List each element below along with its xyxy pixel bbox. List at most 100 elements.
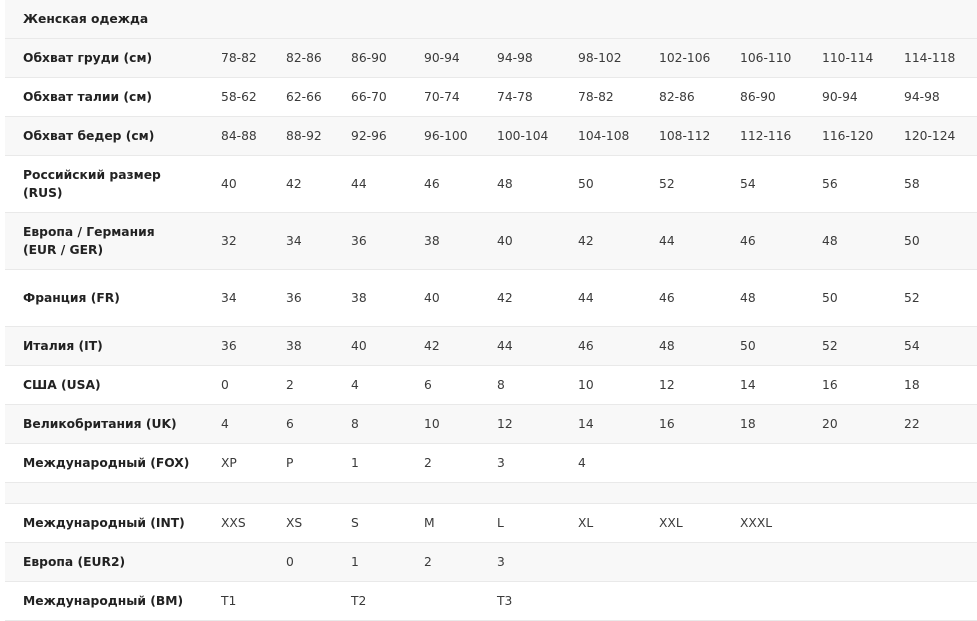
size-cell: 36 — [221, 326, 286, 366]
size-cell: 102-106 — [659, 38, 740, 78]
size-cell — [221, 542, 286, 582]
size-cell: 10 — [424, 404, 497, 444]
size-cell: 4 — [221, 404, 286, 444]
size-cell: 44 — [497, 326, 578, 366]
size-cell: 34 — [221, 269, 286, 327]
size-cell: 18 — [740, 404, 822, 444]
size-cell: 16 — [822, 365, 904, 405]
size-cell: 50 — [578, 155, 659, 213]
size-cell: L — [497, 503, 578, 543]
size-cell — [904, 503, 977, 543]
table-row: Европа (EUR2) 0 1 2 3 — [5, 542, 977, 582]
size-cell: 8 — [497, 365, 578, 405]
size-cell: 0 — [221, 365, 286, 405]
size-cell: XL — [578, 503, 659, 543]
size-cell: 20 — [822, 404, 904, 444]
size-cell: 38 — [286, 326, 351, 366]
size-cell: T3 — [497, 581, 578, 621]
table-row: Великобритания (UK) 4 6 8 10 12 14 16 18 20 22 — [5, 404, 977, 444]
size-cell — [659, 443, 740, 483]
size-cell: 40 — [351, 326, 424, 366]
size-cell — [424, 581, 497, 621]
size-cell: 40 — [424, 269, 497, 327]
size-cell: 104-108 — [578, 116, 659, 156]
size-cell: 2 — [424, 443, 497, 483]
size-cell — [221, 482, 286, 504]
size-cell: 10 — [578, 365, 659, 405]
size-cell: 78-82 — [221, 38, 286, 78]
size-cell: 82-86 — [659, 77, 740, 117]
size-cell: 48 — [659, 326, 740, 366]
size-cell: 84-88 — [221, 116, 286, 156]
size-cell: XP — [221, 443, 286, 483]
size-cell: 120-124 — [904, 116, 977, 156]
size-cell: 36 — [286, 269, 351, 327]
size-cell: 38 — [351, 269, 424, 327]
size-cell — [740, 443, 822, 483]
size-cell — [424, 482, 497, 504]
row-label: Обхват талии (см) — [5, 77, 221, 117]
row-label: Международный (INT) — [5, 503, 221, 543]
size-cell: 54 — [904, 326, 977, 366]
size-cell: 44 — [578, 269, 659, 327]
size-cell: T2 — [351, 581, 424, 621]
size-cell: 32 — [221, 212, 286, 270]
row-label: Обхват бедер (см) — [5, 116, 221, 156]
size-cell — [904, 443, 977, 483]
table-row: Обхват груди (см) 78-82 82-86 86-90 90-94 94-… — [5, 38, 977, 78]
table-row-spacer — [5, 482, 977, 504]
size-cell: 108-112 — [659, 116, 740, 156]
size-cell: 4 — [578, 443, 659, 483]
size-cell: 92-96 — [351, 116, 424, 156]
size-cell: 110-114 — [822, 38, 904, 78]
size-cell: 50 — [822, 269, 904, 327]
size-cell: M — [424, 503, 497, 543]
row-label: Международный (BM) — [5, 581, 221, 621]
size-cell: 1 — [351, 542, 424, 582]
size-cell — [286, 581, 351, 621]
size-cell: 78-82 — [578, 77, 659, 117]
size-cell: 2 — [286, 365, 351, 405]
size-cell: 44 — [351, 155, 424, 213]
size-cell — [904, 542, 977, 582]
size-cell: 12 — [497, 404, 578, 444]
size-cell — [286, 482, 351, 504]
size-cell: 86-90 — [740, 77, 822, 117]
size-cell: 12 — [659, 365, 740, 405]
size-cell: 82-86 — [286, 38, 351, 78]
size-cell — [659, 581, 740, 621]
size-cell: 0 — [286, 542, 351, 582]
size-cell — [578, 542, 659, 582]
size-cell: 90-94 — [822, 77, 904, 117]
size-cell: 116-120 — [822, 116, 904, 156]
size-cell: S — [351, 503, 424, 543]
size-cell: XXS — [221, 503, 286, 543]
size-cell: 114-118 — [904, 38, 977, 78]
table-row: Международный (INT) XXS XS S M L XL XXL XXXL — [5, 503, 977, 543]
size-cell — [578, 581, 659, 621]
size-cell: 106-110 — [740, 38, 822, 78]
row-label: Великобритания (UK) — [5, 404, 221, 444]
size-cell: XXL — [659, 503, 740, 543]
row-label — [5, 482, 221, 504]
table-row: Обхват талии (см) 58-62 62-66 66-70 70-74 74-… — [5, 77, 977, 117]
size-cell: 70-74 — [424, 77, 497, 117]
row-label: Российский размер (RUS) — [5, 155, 221, 213]
table-row: Международный (FOX) XP P 1 2 3 4 — [5, 443, 977, 483]
size-cell: 66-70 — [351, 77, 424, 117]
row-label: Италия (IT) — [5, 326, 221, 366]
size-cell: 22 — [904, 404, 977, 444]
size-cell — [497, 482, 578, 504]
size-cell: 40 — [221, 155, 286, 213]
size-cell: 1 — [351, 443, 424, 483]
size-cell: 62-66 — [286, 77, 351, 117]
size-cell: 36 — [351, 212, 424, 270]
size-cell: 48 — [497, 155, 578, 213]
size-cell: 42 — [578, 212, 659, 270]
size-cell — [822, 443, 904, 483]
table-title-row: Женская одежда — [5, 0, 977, 39]
size-cell: 54 — [740, 155, 822, 213]
size-cell: 44 — [659, 212, 740, 270]
table-row: Российский размер (RUS) 40 42 44 46 48 50 52 54 5… — [5, 155, 977, 213]
size-cell: XXXL — [740, 503, 822, 543]
